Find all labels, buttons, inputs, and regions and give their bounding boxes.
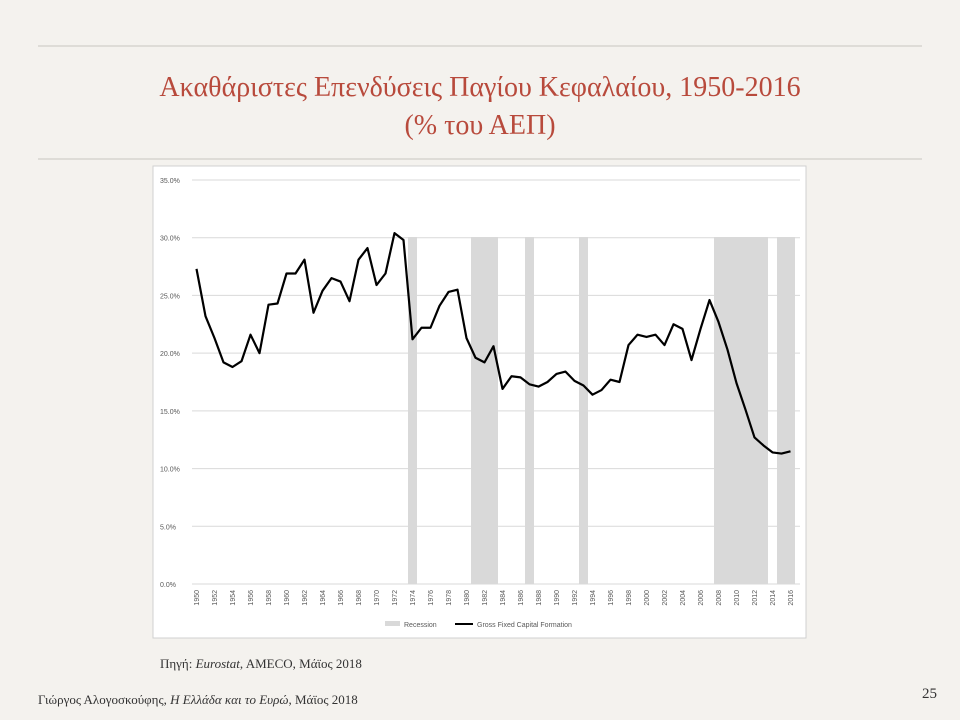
- y-tick-label: 25.0%: [160, 293, 180, 300]
- x-tick-label: 1978: [446, 590, 453, 606]
- x-tick-label: 1998: [626, 590, 633, 606]
- source-text: Eurostat: [195, 656, 241, 671]
- y-tick-label: 10.0%: [160, 467, 180, 474]
- x-tick-label: 1982: [482, 590, 489, 606]
- x-tick-label: 1984: [500, 590, 507, 606]
- x-tick-label: 1952: [212, 590, 219, 606]
- x-tick-label: 1972: [392, 590, 399, 606]
- x-tick-label: 1954: [230, 590, 237, 606]
- x-tick-label: 2016: [788, 590, 795, 606]
- x-tick-label: 1962: [302, 590, 309, 606]
- x-tick-label: 2010: [734, 590, 741, 606]
- y-tick-label: 35.0%: [160, 178, 180, 185]
- x-tick-label: 1950: [194, 590, 201, 606]
- x-tick-label: 1988: [536, 590, 543, 606]
- source: Πηγή: Eurostat, AMECO, Μάϊος 2018: [160, 656, 362, 671]
- series-line: [195, 232, 791, 455]
- y-tick-label: 0.0%: [160, 582, 176, 589]
- x-tick-label: 2008: [716, 590, 723, 606]
- x-tick-label: 1968: [356, 590, 363, 606]
- plot: 0.0% 5.0% 10.0% 15.0% 20.0% 25.0% 30.0% 35.0% 19…: [160, 178, 800, 629]
- footer-text: Η Ελλάδα και το Ευρώ: [169, 692, 288, 707]
- subtitle: (% του ΑΕΠ): [404, 110, 555, 141]
- source-text: Πηγή:: [160, 656, 196, 671]
- x-tick-label: 1958: [266, 590, 273, 606]
- legend-label: Recession: [404, 622, 437, 629]
- y-tick-label: 30.0%: [160, 236, 180, 243]
- x-tick-label: 1980: [464, 590, 471, 606]
- y-tick-label: 5.0%: [160, 524, 176, 531]
- y-tick-label: 15.0%: [160, 409, 180, 416]
- source-text: , AMECO, Μάϊος 2018: [240, 656, 362, 671]
- x-tick-label: 1964: [320, 590, 327, 606]
- x-tick-label: 1992: [572, 590, 579, 606]
- x-tick-label: 2014: [770, 590, 777, 606]
- footer-text: , Μάϊος 2018: [288, 692, 357, 707]
- x-tick-label: 1990: [554, 590, 561, 606]
- x-tick-label: 1986: [518, 590, 525, 606]
- x-tick-label: 1976: [428, 590, 435, 606]
- legend-swatch: [385, 621, 400, 626]
- x-tick-label: 2012: [752, 590, 759, 606]
- x-tick-label: 2006: [698, 590, 705, 606]
- title: Ακαθάριστες Επενδύσεις Παγίου Κεφαλαίου,…: [159, 72, 800, 103]
- y-tick-label: 20.0%: [160, 351, 180, 358]
- x-tick-label: 1996: [608, 590, 615, 606]
- x-tick-label: 1966: [338, 590, 345, 606]
- page-number: 25: [922, 686, 937, 702]
- x-tick-label: 1974: [410, 590, 417, 606]
- legend-label: Gross Fixed Capital Formation: [477, 622, 572, 629]
- x-tick-label: 2002: [662, 590, 669, 606]
- x-tick-label: 1994: [590, 590, 597, 606]
- x-tick-label: 1960: [284, 590, 291, 606]
- x-tick-label: 1970: [374, 590, 381, 606]
- x-tick-label: 2000: [644, 590, 651, 606]
- x-tick-label: 2004: [680, 590, 687, 606]
- footer: Γιώργος Αλογοσκούφης, Η Ελλάδα και το Ευ…: [38, 692, 358, 707]
- footer-text: Γιώργος Αλογοσκούφης,: [38, 692, 170, 707]
- x-tick-label: 1956: [248, 590, 255, 606]
